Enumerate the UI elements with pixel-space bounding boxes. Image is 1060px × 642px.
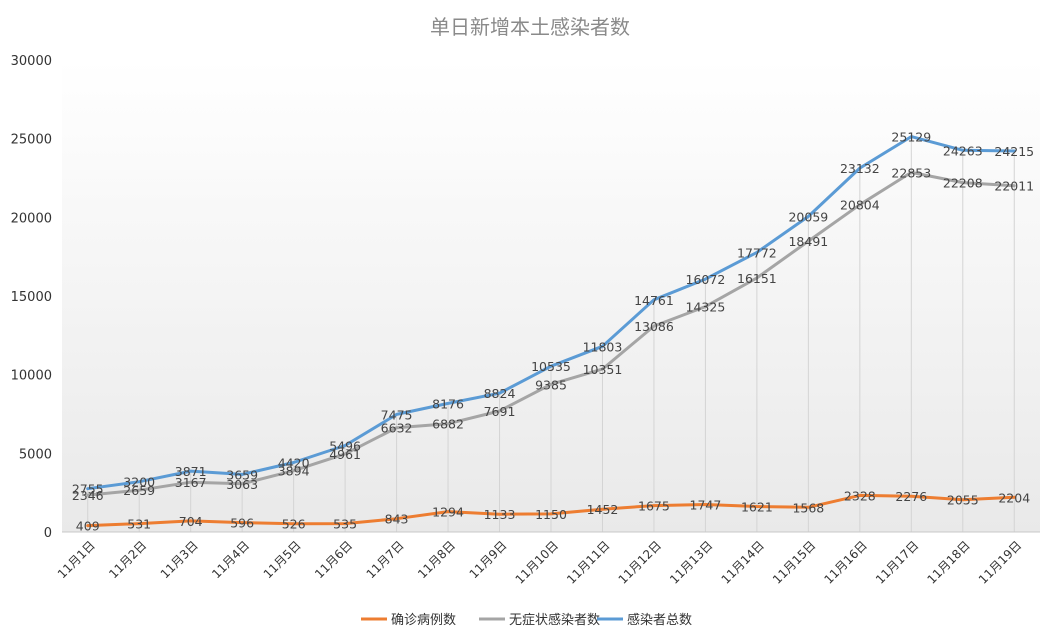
data-label: 3894 [278,464,310,479]
data-label: 3167 [175,475,207,490]
x-axis: 11月1日 11月2日 11月3日 11月4日 11月5日 11月6日 11月7日 11月8日… [55,538,1025,586]
data-label: 3200 [123,475,155,490]
data-label: 843 [385,512,409,527]
data-label: 409 [76,519,100,534]
y-tick-label: 15000 [11,290,52,305]
data-label: 14761 [634,293,674,308]
y-tick-label: 10000 [11,369,52,384]
data-label: 22011 [994,179,1034,194]
x-tick-label: 11月4日 [209,538,252,581]
data-label: 1747 [690,498,722,513]
data-label: 6882 [432,417,464,432]
data-label: 23132 [840,161,880,176]
x-tick-label: 11月8日 [415,538,458,581]
x-tick-label: 11月11日 [564,538,612,586]
series-line [86,493,1016,528]
y-tick-label: 5000 [19,447,52,462]
data-label: 24263 [943,143,983,158]
x-tick-label: 11月10日 [513,538,561,586]
data-label: 11803 [583,339,623,354]
x-tick-label: 11月14日 [719,538,767,586]
data-label: 1452 [587,502,619,517]
data-label: 596 [230,516,254,531]
data-label: 7691 [484,404,516,419]
x-tick-label: 11月1日 [55,538,98,581]
data-label: 13086 [634,319,674,334]
data-label: 8176 [432,396,464,411]
data-label: 5496 [329,439,361,454]
data-label: 2328 [844,488,876,503]
data-label: 3659 [226,467,258,482]
y-tick-label: 25000 [11,133,52,148]
x-tick-label: 11月12日 [616,538,664,586]
data-label: 7475 [381,407,413,422]
legend-label: 感染者总数 [627,612,692,628]
data-label: 3063 [226,477,258,492]
x-tick-label: 11月17日 [873,538,921,586]
x-tick-label: 11月18日 [924,538,972,586]
data-label: 704 [179,514,203,529]
x-tick-label: 11月7日 [364,538,407,581]
data-label: 1294 [432,505,464,520]
data-label: 18491 [788,234,828,249]
data-label: 3871 [175,464,207,479]
data-label: 9385 [535,377,567,392]
data-label: 1150 [535,507,567,522]
series-line [86,135,1016,491]
y-tick-label: 0 [44,526,52,541]
y-tick-label: 30000 [11,54,52,69]
data-label: 17772 [737,245,777,260]
data-label: 531 [127,517,151,532]
data-label: 2346 [72,488,104,503]
x-tick-label: 11月16日 [821,538,869,586]
x-tick-label: 11月5日 [261,538,304,581]
data-label: 16151 [737,271,777,286]
legend-label: 确诊病例数 [391,613,456,628]
data-label: 22208 [943,176,983,191]
x-tick-label: 11月13日 [667,538,715,586]
x-tick-label: 11月19日 [976,538,1024,586]
x-tick-label: 11月3日 [158,538,201,581]
data-label: 8824 [484,386,516,401]
y-axis: 0 5000 10000 15000 20000 25000 30000 [11,54,52,541]
data-label: 1675 [638,499,670,514]
data-label: 25129 [891,130,931,145]
data-label: 20804 [840,198,880,213]
legend: 确诊病例数 无症状感染者数 感染者总数 [361,612,692,628]
data-label: 2204 [998,490,1030,505]
y-tick-label: 20000 [11,211,52,226]
data-label: 535 [333,517,357,532]
data-label: 1133 [484,507,516,522]
data-label: 22853 [891,165,931,180]
x-tick-label: 11月2日 [106,538,149,581]
series-line [86,170,1016,497]
x-tick-label: 11月15日 [770,538,818,586]
data-label: 10351 [583,362,623,377]
x-tick-label: 11月9日 [467,538,510,581]
data-labels: 409 531 704 596 526 535 843 1294 1133 1150 1452 167… [72,130,1034,534]
data-label: 20059 [788,209,828,224]
data-label: 4420 [278,455,310,470]
data-label: 2276 [895,489,927,504]
data-label: 24215 [994,144,1034,159]
data-label: 16072 [686,272,726,287]
data-label: 2659 [123,483,155,498]
series-lines [86,135,1016,528]
data-label: 526 [282,517,306,532]
data-label: 6632 [381,421,413,436]
data-label: 14325 [686,300,726,315]
data-label: 1568 [792,500,824,515]
chart-title: 单日新增本土感染者数 [430,15,630,39]
data-label: 4961 [329,447,361,462]
x-tick-label: 11月6日 [312,538,355,581]
data-label: 2755 [72,482,104,497]
data-label: 1621 [741,499,773,514]
legend-label: 无症状感染者数 [509,612,600,628]
data-label: 2055 [947,493,979,508]
data-label: 10535 [531,359,571,374]
